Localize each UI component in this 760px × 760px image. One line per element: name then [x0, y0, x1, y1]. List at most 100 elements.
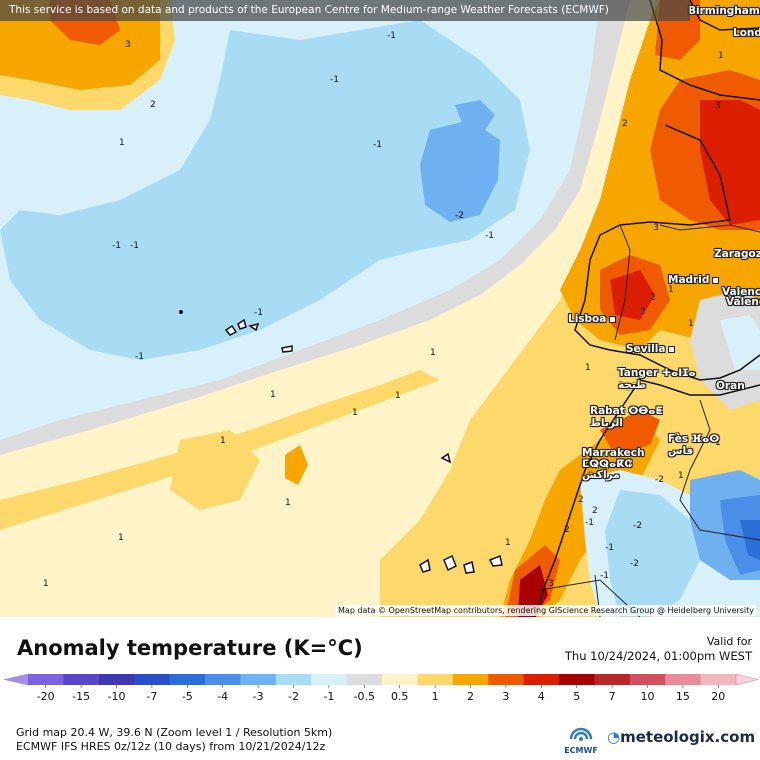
- contour-label: 2: [564, 525, 570, 535]
- contour-label: 2: [578, 495, 584, 505]
- contour-label: -1: [130, 241, 139, 251]
- contour-label: -1: [112, 241, 121, 251]
- city-label-madrid[interactable]: Madrid: [668, 274, 720, 286]
- meteologix-brand[interactable]: ◔meteologix.com: [607, 728, 755, 746]
- contour-label: 1: [285, 498, 291, 508]
- contour-label: -2: [655, 475, 664, 485]
- scale-cell: [63, 674, 100, 685]
- city-label-tanger[interactable]: Tanger ⵜⴰⵏⵊⴰ طنجة: [618, 367, 696, 391]
- contour-label: 1: [43, 579, 49, 589]
- meteologix-icon: ◔: [607, 728, 621, 746]
- scale-tick-label: 4: [538, 690, 545, 703]
- contour-label: 3: [653, 223, 659, 233]
- scale-tick-label: 3: [502, 690, 509, 703]
- scale-tick-label: 10: [641, 690, 655, 703]
- anomaly-field: 3 2 1 -1 -1 -1 -1 -2 -1 -1 -1 -1 1 1 1 1…: [0, 0, 760, 617]
- scale-tick-label: -20: [37, 690, 55, 703]
- city-label-lisboa[interactable]: Lisboa: [568, 313, 617, 325]
- scale-tick-label: 0.5: [391, 690, 409, 703]
- city-label-london[interactable]: Lond: [733, 27, 760, 39]
- contour-label: 2: [622, 119, 628, 129]
- contour-label: 1: [668, 285, 674, 295]
- map-view[interactable]: 3 2 1 -1 -1 -1 -1 -2 -1 -1 -1 -1 1 1 1 1…: [0, 0, 760, 617]
- contour-label: 3: [715, 101, 721, 111]
- contour-label: 1: [270, 390, 276, 400]
- scale-tick-label: -2: [288, 690, 299, 703]
- city-label-marrakech[interactable]: Marrakech ⵎⵕⵕⴰⴽⵛ مراكش: [582, 447, 645, 481]
- contour-label: 1: [430, 348, 436, 358]
- model-info: ECMWF IFS HRES 0z/12z (10 days) from 10/…: [16, 740, 326, 753]
- scale-cell: [488, 674, 525, 685]
- scale-tick-label: 5: [573, 690, 580, 703]
- scale-cell: [98, 674, 135, 685]
- contour-label: 2: [150, 100, 156, 110]
- scale-tick-label: -7: [146, 690, 157, 703]
- grid-info: Grid map 20.4 W, 39.6 N (Zoom level 1 / …: [16, 726, 333, 739]
- scale-cell: [275, 674, 312, 685]
- contour-label: 1: [119, 138, 125, 148]
- city-marker-icon: [668, 345, 676, 353]
- city-label-valencia[interactable]: Valenc: [722, 286, 760, 298]
- valid-time: Thu 10/24/2024, 01:00pm WEST: [564, 649, 752, 663]
- city-label-sevilla[interactable]: Sevilla: [626, 343, 676, 355]
- scale-cell: [700, 674, 737, 685]
- contour-label: -1: [585, 518, 594, 528]
- contour-label: -1: [373, 140, 382, 150]
- city-marker-icon: [609, 315, 617, 323]
- city-label-oran[interactable]: Oran: [716, 380, 745, 392]
- scale-cell: [205, 674, 241, 685]
- scale-cell-max: [735, 673, 759, 686]
- contour-label: 1: [585, 363, 591, 373]
- scale-cell: [523, 674, 560, 685]
- contour-label: 3: [640, 307, 646, 317]
- scale-tick-label: -3: [253, 690, 264, 703]
- contour-label: 1: [352, 408, 358, 418]
- contour-label: -1: [254, 308, 263, 318]
- scale-tick-label: 15: [676, 690, 690, 703]
- scale-cell: [629, 674, 666, 685]
- ecmwf-notice-banner: This service is based on data and produc…: [0, 0, 690, 21]
- contour-label: -1: [600, 571, 609, 581]
- scale-tick-label: 2: [467, 690, 474, 703]
- scale-cell: [417, 674, 454, 685]
- contour-label: -1: [387, 31, 396, 41]
- contour-label: 3: [548, 579, 554, 589]
- map-attribution[interactable]: Map data © OpenStreetMap contributors, r…: [335, 605, 757, 616]
- ecmwf-logo-icon[interactable]: ECMWF: [563, 721, 599, 757]
- contour-label: -1: [330, 75, 339, 85]
- contour-label: 1: [118, 533, 124, 543]
- scale-cell: [665, 674, 702, 685]
- contour-label: -2: [455, 211, 464, 221]
- scale-cell: [346, 674, 383, 685]
- city-label-birmingham[interactable]: Birmingham: [688, 5, 760, 17]
- scale-tick-label: 1: [432, 690, 439, 703]
- contour-label: 1: [715, 438, 721, 448]
- contour-label: 2: [650, 293, 656, 303]
- contour-label: 2: [592, 506, 598, 516]
- scale-cell: [169, 674, 206, 685]
- city-label-rabat[interactable]: Rabat ⵔⴱⴰⵟ الرباط: [590, 405, 663, 429]
- contour-label: -1: [135, 352, 144, 362]
- scale-cell: [559, 674, 595, 685]
- scale-tick-label: -15: [72, 690, 90, 703]
- contour-label: 1: [505, 538, 511, 548]
- contour-label: 3: [125, 40, 131, 50]
- color-scale-bar: -20 -15 -10 -7 -5 -4 -3 -2 -1 -0.5 0.5 1 2 3 4 5 7 10 15 20: [3, 673, 759, 703]
- contour-label: -2: [633, 521, 642, 531]
- contour-label: 1: [395, 391, 401, 401]
- legend-panel: Anomaly temperature (K=°C) Valid for Thu…: [0, 617, 760, 760]
- scale-cell: [240, 674, 277, 685]
- contour-label: 1: [718, 51, 724, 61]
- scale-cell: [28, 674, 64, 685]
- city-label-fes[interactable]: Fès ⴼⴰⵙ فاس: [668, 433, 720, 457]
- scale-tick-label: -1: [323, 690, 334, 703]
- contour-label: 1: [678, 471, 684, 481]
- contour-label: 1: [688, 319, 694, 329]
- ecmwf-logo-text: ECMWF: [564, 746, 598, 755]
- scale-cell: [594, 674, 631, 685]
- contour-label: 1: [220, 436, 226, 446]
- legend-title: Anomaly temperature (K=°C): [17, 636, 363, 660]
- city-label-valencia-2[interactable]: Valenc: [726, 296, 760, 308]
- city-label-zaragoza[interactable]: Zaragoz: [714, 248, 760, 260]
